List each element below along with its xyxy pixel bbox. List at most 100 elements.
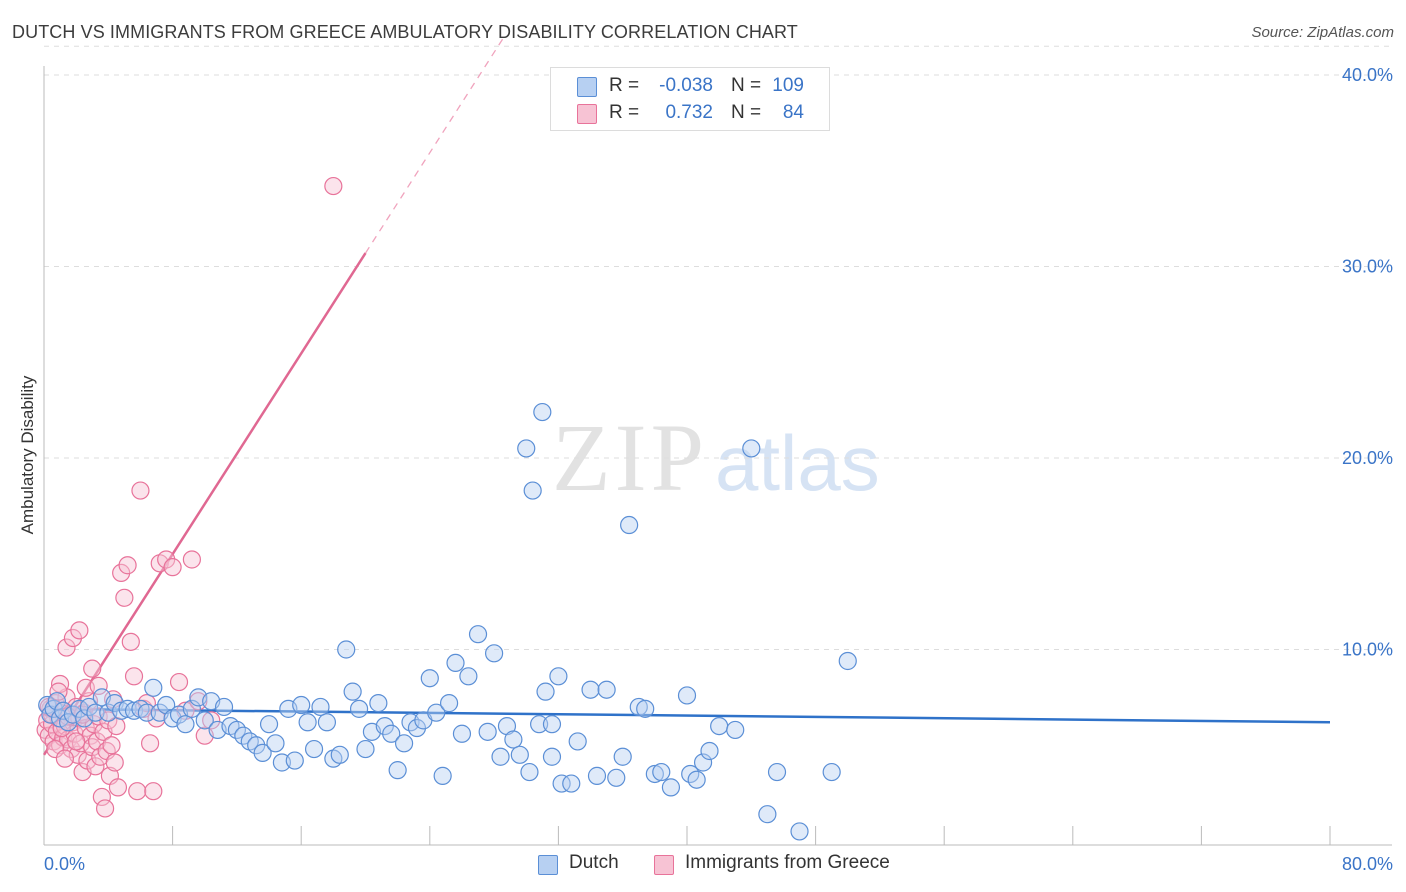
dutch-point bbox=[520, 762, 539, 782]
bottom-legend-greece: Immigrants from Greece bbox=[654, 852, 890, 875]
legend-swatch-dutch bbox=[577, 77, 597, 97]
dutch-point bbox=[568, 732, 587, 751]
greece-point bbox=[83, 659, 102, 678]
greece-point bbox=[92, 787, 111, 807]
dutch-point bbox=[285, 751, 304, 770]
dutch-point bbox=[607, 768, 626, 787]
trend-line-dutch bbox=[43, 707, 1331, 724]
dutch-point bbox=[710, 716, 729, 736]
greece-point bbox=[70, 621, 89, 640]
dutch-point bbox=[382, 724, 401, 743]
greece-point bbox=[121, 632, 140, 651]
dutch-point bbox=[446, 653, 465, 673]
dutch-point bbox=[394, 734, 414, 753]
legend-n-value: 109 bbox=[772, 75, 804, 96]
source-label: Source: ZipAtlas.com bbox=[1251, 24, 1394, 41]
dutch-point bbox=[439, 694, 459, 713]
dutch-point bbox=[838, 651, 857, 671]
dutch-point bbox=[645, 764, 664, 784]
greece-point bbox=[115, 588, 134, 607]
dutch-point bbox=[304, 739, 324, 759]
greece-point bbox=[128, 782, 147, 801]
greece-point bbox=[182, 550, 201, 569]
dutch-point bbox=[822, 762, 841, 782]
greece-point bbox=[57, 638, 76, 657]
dutch-point bbox=[468, 625, 488, 644]
greece-point bbox=[50, 674, 70, 694]
dutch-point bbox=[112, 701, 131, 720]
dutch-point bbox=[523, 481, 542, 500]
dutch-point bbox=[726, 720, 745, 740]
y-tick-label-30: 30.0% bbox=[1342, 257, 1393, 277]
dutch-point bbox=[790, 822, 809, 841]
bottom-legend-swatch-dutch bbox=[538, 855, 558, 875]
dutch-point bbox=[337, 640, 356, 659]
dutch-point bbox=[530, 715, 549, 734]
dutch-point bbox=[176, 715, 195, 734]
dutch-point bbox=[517, 439, 536, 458]
x-tick-label-min: 0.0% bbox=[44, 854, 85, 874]
greece-point bbox=[108, 778, 128, 797]
dutch-point bbox=[687, 770, 706, 789]
legend-r-label: R = bbox=[609, 102, 640, 123]
dutch-point bbox=[118, 699, 137, 718]
dutch-point bbox=[433, 766, 452, 785]
legend-row-dutch: R = -0.038 N = 109 bbox=[551, 74, 829, 100]
chart-title: DUTCH VS IMMIGRANTS FROM GREECE AMBULATO… bbox=[12, 22, 798, 42]
dutch-point bbox=[369, 694, 388, 713]
dutch-point bbox=[652, 762, 671, 782]
greece-point bbox=[324, 176, 343, 196]
dutch-point bbox=[54, 701, 73, 720]
dutch-point bbox=[427, 703, 446, 722]
legend-n-value: 84 bbox=[782, 102, 804, 123]
dutch-point bbox=[292, 695, 311, 715]
dutch-point bbox=[636, 699, 655, 718]
dutch-point bbox=[259, 715, 279, 734]
dutch-point bbox=[693, 753, 713, 772]
dutch-point bbox=[629, 697, 648, 717]
greece-point bbox=[144, 782, 163, 801]
dutch-point bbox=[758, 805, 777, 824]
dutch-point bbox=[536, 682, 555, 701]
greece-point bbox=[105, 753, 124, 772]
dutch-point bbox=[562, 774, 581, 793]
series-dutch-points bbox=[38, 402, 857, 841]
dutch-point bbox=[613, 747, 632, 766]
legend-swatch-greece bbox=[577, 104, 597, 124]
dutch-point bbox=[214, 697, 234, 717]
dutch-point bbox=[542, 747, 562, 766]
dutch-point bbox=[478, 722, 497, 741]
greece-point bbox=[55, 749, 74, 768]
dutch-point bbox=[298, 713, 317, 732]
legend-row-greece: R = 0.732 N = 84 bbox=[551, 101, 829, 127]
dutch-point bbox=[75, 709, 94, 728]
dutch-point bbox=[182, 699, 201, 718]
dutch-point bbox=[742, 439, 761, 458]
dutch-point bbox=[542, 715, 562, 734]
dutch-point bbox=[597, 680, 616, 699]
dutch-point bbox=[549, 667, 568, 686]
dutch-point bbox=[504, 730, 523, 749]
greece-point bbox=[118, 556, 137, 575]
dutch-point bbox=[485, 644, 504, 663]
dutch-point bbox=[356, 739, 375, 759]
greece-point bbox=[87, 732, 107, 751]
dutch-point bbox=[581, 680, 600, 699]
y-tick-label-10: 10.0% bbox=[1342, 640, 1393, 660]
tick-labels: 10.0% 20.0% 30.0% 40.0% 0.0% 80.0% bbox=[44, 65, 1393, 874]
greece-point bbox=[95, 799, 115, 818]
dutch-point bbox=[311, 697, 330, 717]
greece-point bbox=[86, 757, 105, 776]
legend-n-label: N = bbox=[731, 75, 762, 96]
dutch-point bbox=[459, 667, 478, 686]
dutch-point bbox=[144, 678, 163, 697]
greece-point bbox=[163, 558, 182, 577]
dutch-point bbox=[587, 766, 607, 785]
x-tick-label-max: 80.0% bbox=[1342, 854, 1393, 874]
dutch-point bbox=[266, 734, 285, 753]
dutch-point bbox=[491, 747, 510, 766]
bottom-legend-dutch: Dutch bbox=[538, 852, 619, 875]
dutch-point bbox=[330, 745, 349, 764]
greece-point bbox=[169, 672, 189, 692]
